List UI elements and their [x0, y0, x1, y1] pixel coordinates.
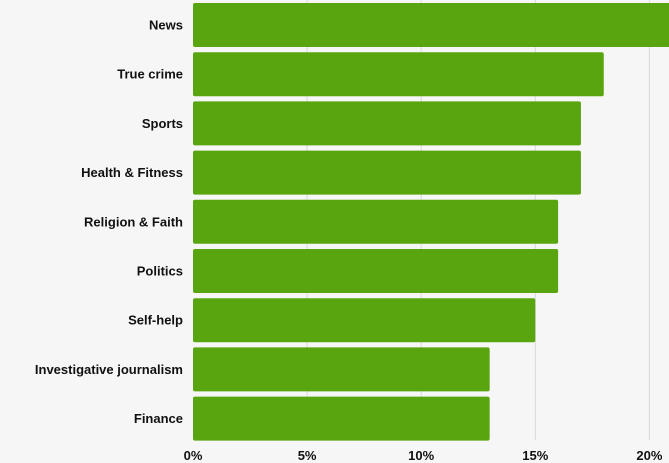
category-label: Religion & Faith	[84, 214, 183, 229]
bar	[193, 101, 581, 146]
category-label: Sports	[142, 116, 183, 131]
bar	[193, 3, 669, 47]
category-label: Finance	[134, 411, 183, 426]
category-label: True crime	[117, 67, 183, 82]
x-tick-label: 0%	[184, 448, 203, 463]
x-axis-ticks: 0% 5% 10% 15% 20%	[184, 448, 663, 463]
category-label: Investigative journalism	[35, 362, 183, 377]
category-label: Health & Fitness	[81, 165, 183, 180]
bar	[193, 199, 559, 244]
bar	[193, 396, 490, 441]
category-label: News	[149, 18, 183, 33]
x-tick-label: 5%	[298, 448, 317, 463]
x-tick-label: 10%	[408, 448, 434, 463]
bar	[193, 52, 604, 97]
category-label: Self-help	[128, 313, 183, 328]
bar	[193, 150, 581, 195]
bar	[193, 347, 490, 392]
bar	[193, 249, 559, 293]
category-labels: News True crime Sports Health & Fitness Reli…	[35, 18, 183, 427]
x-tick-label: 15%	[522, 448, 548, 463]
category-label: Politics	[137, 264, 183, 279]
bars	[193, 3, 669, 441]
bar	[193, 298, 536, 343]
x-tick-label: 20%	[636, 448, 662, 463]
